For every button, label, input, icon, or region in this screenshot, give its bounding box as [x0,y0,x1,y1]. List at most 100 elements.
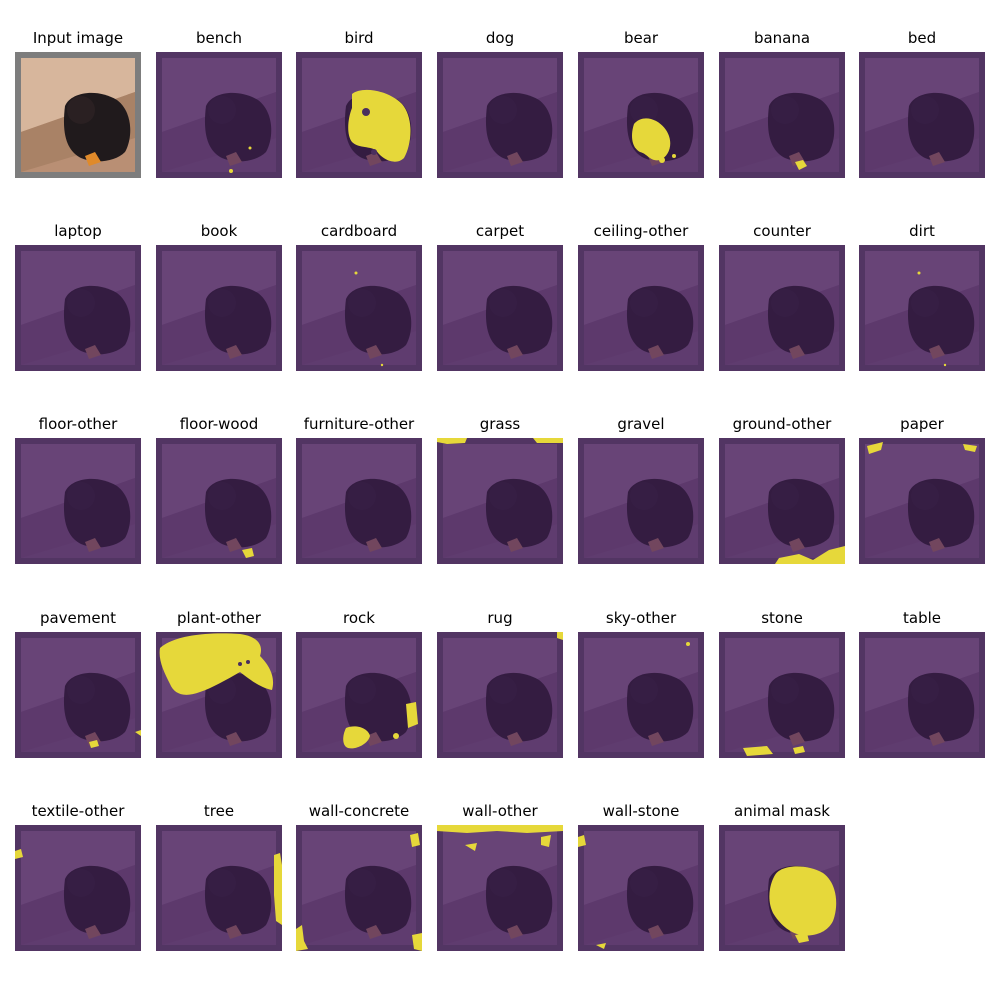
mask-overlay-image [578,632,704,758]
mask-overlay-image [437,438,563,564]
mask-overlay-image [156,825,282,951]
panel-title: pavement [39,609,117,627]
mask-overlay-image [15,438,141,564]
mask-graphic [15,245,141,371]
panel-title: rock [343,609,375,627]
panel-title: stone [761,609,803,627]
mask-graphic [859,52,985,178]
panel-title: dirt [909,222,935,240]
mask-graphic [719,245,845,371]
mask-graphic [296,245,422,371]
mask-graphic [719,825,845,951]
mask-graphic [578,245,704,371]
mask-overlay-image [719,52,845,178]
mask-overlay-image [437,52,563,178]
mask-graphic [156,245,282,371]
mask-graphic [578,438,704,564]
panel-title: ground-other [732,415,832,433]
panel-title: textile-other [31,802,125,820]
panel-title: banana [753,29,811,47]
panel-title: ceiling-other [593,222,689,240]
mask-graphic [437,52,563,178]
input-image [15,52,141,178]
mask-graphic [437,245,563,371]
mask-overlay-image [296,825,422,951]
panel-title: plant-other [177,609,261,627]
mask-overlay-image [156,245,282,371]
mask-overlay-image [719,438,845,564]
mask-overlay-image [437,632,563,758]
mask-graphic [719,52,845,178]
mask-overlay-image [437,245,563,371]
mask-graphic [156,52,282,178]
panel-title: grass [479,415,521,433]
mask-graphic [15,438,141,564]
mask-overlay-image [15,245,141,371]
panel-title: bench [195,29,242,47]
panel-title: counter [753,222,811,240]
panel-title: animal mask [734,802,830,820]
panel-title: laptop [54,222,102,240]
mask-graphic [859,632,985,758]
input-image-graphic [15,52,141,178]
mask-overlay-image [15,825,141,951]
mask-overlay-image [859,245,985,371]
mask-graphic [719,632,845,758]
mask-overlay-image [578,825,704,951]
mask-graphic [296,52,422,178]
mask-graphic [156,632,282,758]
mask-overlay-image [437,825,563,951]
panel-title: table [903,609,941,627]
panel-title: cardboard [320,222,398,240]
mask-graphic [15,632,141,758]
mask-graphic [719,438,845,564]
mask-overlay-image [156,52,282,178]
panel-title: carpet [475,222,525,240]
panel-title: tree [203,802,235,820]
mask-overlay-image [296,245,422,371]
mask-graphic [578,52,704,178]
mask-graphic [296,438,422,564]
mask-graphic [578,825,704,951]
mask-graphic [578,632,704,758]
mask-graphic [296,825,422,951]
panel-title: bed [907,29,937,47]
mask-overlay-image [859,52,985,178]
mask-overlay-image [156,438,282,564]
panel-title: bear [623,29,659,47]
mask-overlay-image [719,245,845,371]
mask-overlay-image [578,52,704,178]
mask-overlay-image [296,632,422,758]
mask-graphic [296,632,422,758]
panel-title: Input image [32,29,124,47]
mask-overlay-image [15,632,141,758]
mask-overlay-image [296,52,422,178]
mask-graphic [437,825,563,951]
panel-title: paper [900,415,944,433]
panel-title: dog [485,29,515,47]
mask-graphic [859,245,985,371]
mask-overlay-image [156,632,282,758]
mask-overlay-image [296,438,422,564]
panel-title: wall-stone [602,802,680,820]
mask-overlay-image [859,632,985,758]
panel-title: sky-other [605,609,677,627]
panel-title: rug [487,609,513,627]
panel-title: book [200,222,238,240]
panel-title: wall-concrete [308,802,410,820]
mask-graphic [437,438,563,564]
panel-title: floor-wood [179,415,259,433]
mask-overlay-image [859,438,985,564]
mask-overlay-image [719,632,845,758]
panel-title: gravel [617,415,665,433]
mask-graphic [437,632,563,758]
panel-title: bird [344,29,374,47]
panel-title: furniture-other [303,415,415,433]
mask-overlay-image [578,438,704,564]
mask-graphic [156,825,282,951]
mask-overlay-image [719,825,845,951]
mask-graphic [156,438,282,564]
mask-graphic [859,438,985,564]
mask-graphic [15,825,141,951]
